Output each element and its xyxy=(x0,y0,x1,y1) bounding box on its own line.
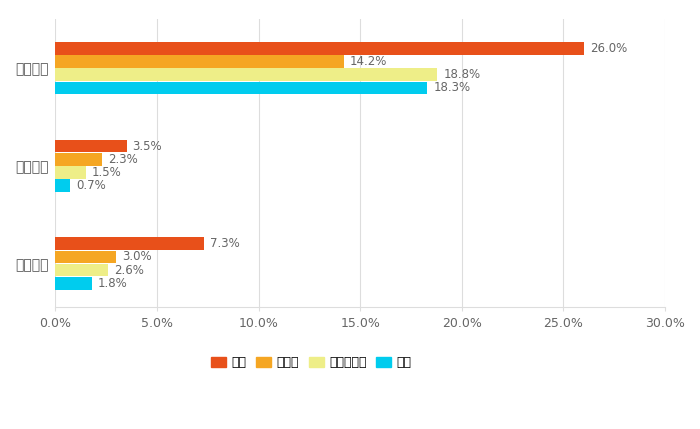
Text: 1.5%: 1.5% xyxy=(92,166,122,179)
Text: 14.2%: 14.2% xyxy=(350,55,388,68)
Text: 3.0%: 3.0% xyxy=(122,251,152,263)
Text: 3.5%: 3.5% xyxy=(133,139,162,153)
Bar xyxy=(55,166,86,179)
Bar xyxy=(55,42,584,55)
Bar xyxy=(55,153,102,166)
Bar xyxy=(55,82,427,94)
Legend: 同業, 取引先, 取引先以外, 不明: 同業, 取引先, 取引先以外, 不明 xyxy=(206,351,416,374)
Text: 26.0%: 26.0% xyxy=(590,42,627,55)
Text: 7.3%: 7.3% xyxy=(210,237,239,250)
Bar xyxy=(55,251,116,263)
Text: 18.8%: 18.8% xyxy=(444,68,481,81)
Text: 2.6%: 2.6% xyxy=(114,263,144,277)
Bar xyxy=(55,237,204,250)
Text: 0.7%: 0.7% xyxy=(76,179,106,192)
Text: 2.3%: 2.3% xyxy=(108,153,138,166)
Bar xyxy=(55,55,344,68)
Bar xyxy=(55,140,127,152)
Text: 18.3%: 18.3% xyxy=(433,82,470,94)
Text: 1.8%: 1.8% xyxy=(98,277,128,290)
Bar xyxy=(55,68,438,81)
Bar xyxy=(55,179,70,192)
Bar xyxy=(55,277,92,290)
Bar xyxy=(55,264,108,276)
